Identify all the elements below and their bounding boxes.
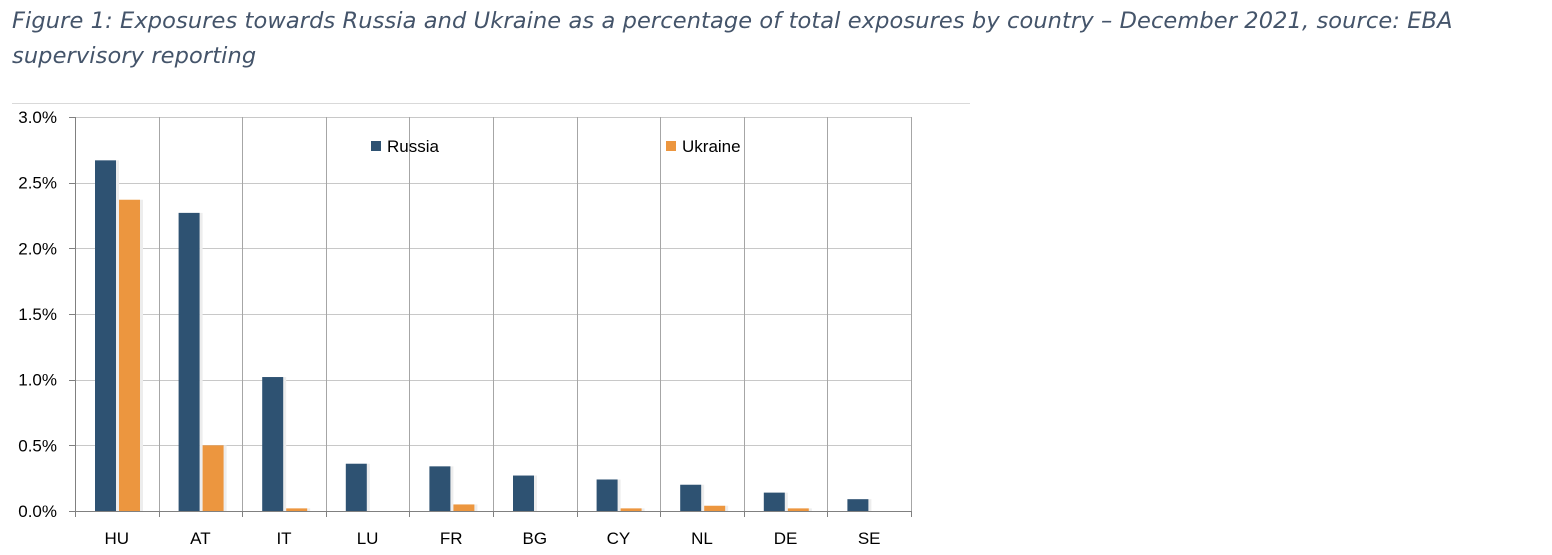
bar-russia-bg bbox=[513, 475, 534, 511]
bar-shadow bbox=[223, 445, 227, 511]
x-tick-label-bg: BG bbox=[523, 529, 548, 548]
bar-russia-se bbox=[847, 499, 869, 511]
bar-ukraine-de bbox=[787, 508, 809, 511]
x-tick-label-de: DE bbox=[774, 529, 798, 548]
bar-shadow bbox=[868, 499, 872, 511]
legend-label-ukraine: Ukraine bbox=[682, 137, 741, 156]
bar-shadow bbox=[140, 199, 143, 512]
bar-shadow bbox=[641, 508, 645, 511]
chart-axes bbox=[69, 117, 912, 517]
x-tick-label-hu: HU bbox=[105, 529, 130, 548]
chart-gridlines bbox=[75, 117, 912, 511]
x-tick-label-lu: LU bbox=[357, 529, 379, 548]
y-tick-label: 0.0% bbox=[18, 502, 57, 521]
bar-shadow bbox=[366, 463, 370, 511]
x-axis-tick-labels: HU AT IT LU FR BG CY NL DE SE bbox=[105, 529, 881, 548]
bar-russia-nl bbox=[680, 484, 702, 511]
y-tick-label: 0.5% bbox=[18, 436, 57, 455]
bar-shadow bbox=[808, 508, 812, 511]
y-tick-label: 2.5% bbox=[18, 174, 57, 193]
bar-russia-lu bbox=[345, 463, 367, 511]
bar-ukraine-cy bbox=[620, 508, 642, 511]
bar-russia-it bbox=[262, 377, 284, 511]
figure-caption: Figure 1: Exposures towards Russia and U… bbox=[12, 8, 1453, 69]
legend-label-russia: Russia bbox=[387, 137, 440, 156]
bar-ukraine-at bbox=[202, 445, 224, 511]
x-tick-label-it: IT bbox=[276, 529, 291, 548]
x-tick-label-fr: FR bbox=[440, 529, 463, 548]
bar-shadow bbox=[617, 479, 621, 511]
bar-shadow bbox=[307, 508, 311, 511]
x-tick-label-at: AT bbox=[190, 529, 210, 548]
bar-shadow bbox=[474, 504, 478, 511]
caption-divider bbox=[12, 103, 970, 104]
bar-shadow bbox=[116, 160, 119, 511]
y-tick-label: 1.0% bbox=[18, 371, 57, 390]
x-tick-label-nl: NL bbox=[691, 529, 713, 548]
bar-shadow bbox=[534, 475, 537, 511]
bar-ukraine-nl bbox=[704, 505, 726, 511]
bar-russia-at bbox=[178, 212, 200, 511]
chart-legend: Russia Ukraine bbox=[371, 137, 741, 156]
y-tick-label: 2.0% bbox=[18, 239, 57, 258]
legend-swatch-ukraine bbox=[666, 141, 676, 151]
y-axis-tick-labels: 0.0% 0.5% 1.0% 1.5% 2.0% 2.5% 3.0% bbox=[18, 108, 57, 521]
bar-ukraine-it bbox=[286, 508, 308, 511]
x-tick-label-se: SE bbox=[858, 529, 881, 548]
y-tick-label: 1.5% bbox=[18, 305, 57, 324]
bar-shadow bbox=[784, 492, 788, 511]
x-tick-label-cy: CY bbox=[607, 529, 631, 548]
bar-shadow bbox=[283, 377, 287, 511]
bar-shadow bbox=[199, 212, 203, 511]
bar-russia-cy bbox=[596, 479, 618, 511]
bar-ukraine-fr bbox=[453, 504, 475, 511]
bar-russia-hu bbox=[95, 160, 116, 511]
y-tick-label: 3.0% bbox=[18, 108, 57, 127]
bar-russia-fr bbox=[429, 466, 451, 511]
bar-ukraine-hu bbox=[119, 199, 140, 512]
legend-swatch-russia bbox=[371, 141, 381, 151]
bar-shadow bbox=[701, 484, 705, 511]
bar-russia-de bbox=[763, 492, 785, 511]
bar-shadow bbox=[450, 466, 454, 511]
chart-bars bbox=[95, 160, 872, 512]
bar-shadow bbox=[725, 505, 729, 511]
bar-chart: 0.0% 0.5% 1.0% 1.5% 2.0% 2.5% 3.0% HU AT IT LU FR B… bbox=[18, 108, 912, 548]
